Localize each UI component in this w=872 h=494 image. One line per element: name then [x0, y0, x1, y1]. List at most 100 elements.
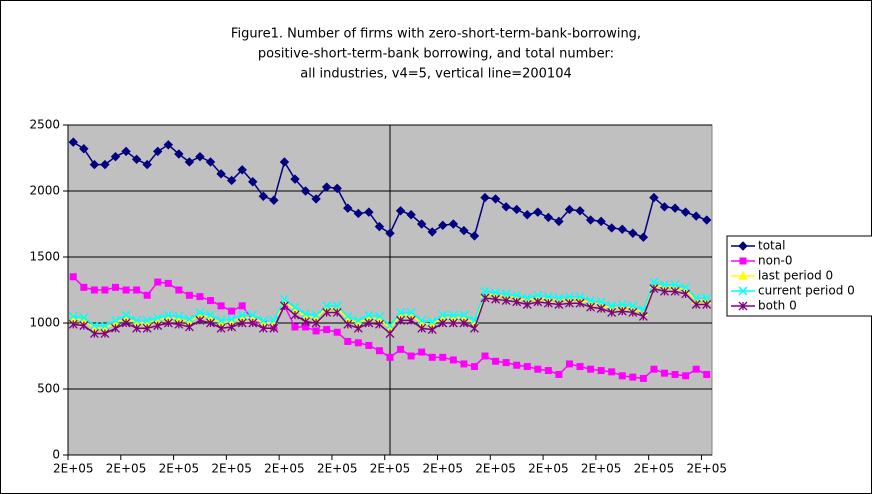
- marker: [512, 297, 522, 307]
- chart-title: Figure1. Number of firms with zero-short…: [231, 27, 641, 42]
- legend-label: total: [758, 239, 785, 253]
- marker: [207, 297, 215, 305]
- marker: [153, 146, 163, 157]
- marker: [364, 318, 374, 328]
- marker: [554, 216, 564, 227]
- marker: [649, 284, 659, 294]
- marker: [323, 326, 331, 334]
- marker: [290, 310, 300, 320]
- marker: [607, 307, 617, 317]
- x-tick-label: 2E+05: [106, 462, 147, 476]
- marker: [680, 207, 691, 217]
- marker: [121, 318, 131, 328]
- y-tick-label: 500: [37, 382, 60, 396]
- marker: [638, 305, 648, 315]
- marker: [89, 321, 99, 331]
- marker: [522, 300, 532, 309]
- marker: [618, 372, 626, 380]
- marker: [481, 352, 489, 360]
- marker: [195, 307, 205, 317]
- marker: [143, 291, 151, 299]
- marker: [238, 302, 246, 310]
- marker: [112, 283, 120, 291]
- y-tick-label: 1000: [29, 316, 60, 330]
- marker: [100, 159, 110, 170]
- x-tick-label: 2E+05: [581, 462, 622, 476]
- marker: [438, 310, 448, 320]
- marker: [670, 203, 680, 213]
- marker: [269, 195, 279, 205]
- marker: [738, 286, 748, 296]
- marker: [491, 294, 501, 304]
- marker: [343, 319, 353, 329]
- marker: [596, 297, 606, 307]
- marker: [406, 307, 416, 317]
- marker: [406, 210, 416, 220]
- y-tick-label: 0: [52, 448, 60, 462]
- marker: [543, 292, 553, 302]
- marker: [174, 311, 184, 321]
- marker: [533, 207, 543, 217]
- y-tick-label: 2500: [29, 118, 60, 132]
- marker: [353, 208, 364, 219]
- marker: [522, 293, 532, 303]
- marker: [291, 323, 299, 331]
- marker: [659, 202, 670, 212]
- marker: [344, 337, 352, 345]
- marker: [543, 212, 554, 223]
- marker: [258, 315, 268, 325]
- marker: [227, 322, 237, 332]
- marker: [237, 318, 247, 328]
- legend-label: current period 0: [758, 284, 855, 298]
- marker: [671, 370, 679, 378]
- marker: [480, 286, 490, 296]
- marker: [80, 283, 88, 291]
- marker: [534, 365, 542, 373]
- chart-title: positive-short-term-bank borrowing, and …: [258, 47, 614, 62]
- marker: [385, 228, 395, 238]
- marker: [279, 294, 289, 304]
- marker: [649, 277, 659, 287]
- marker: [332, 307, 342, 317]
- marker: [629, 373, 637, 381]
- marker: [703, 370, 711, 378]
- marker: [217, 302, 225, 310]
- marker: [364, 310, 374, 320]
- marker: [332, 183, 342, 194]
- marker: [79, 313, 89, 323]
- marker: [650, 365, 658, 373]
- marker: [692, 365, 700, 373]
- marker: [322, 307, 332, 317]
- marker: [163, 140, 174, 150]
- x-tick-label: 2E+05: [264, 462, 305, 476]
- marker: [639, 374, 647, 382]
- marker: [205, 310, 216, 320]
- marker: [575, 292, 585, 302]
- marker: [311, 310, 321, 320]
- marker: [90, 286, 98, 294]
- marker: [448, 318, 458, 328]
- marker: [438, 318, 448, 328]
- marker: [417, 323, 427, 333]
- chart-title: all industries, v4=5, vertical line=2001…: [300, 67, 572, 82]
- marker: [586, 296, 596, 306]
- marker: [321, 182, 332, 192]
- marker: [459, 225, 469, 236]
- marker: [133, 286, 141, 294]
- marker: [417, 315, 427, 325]
- marker: [533, 290, 543, 300]
- y-tick-label: 1500: [29, 250, 60, 264]
- marker: [606, 223, 617, 233]
- marker: [469, 315, 479, 325]
- marker: [386, 353, 394, 361]
- marker: [68, 319, 78, 329]
- marker: [333, 328, 341, 336]
- marker: [122, 286, 130, 294]
- marker: [738, 241, 748, 251]
- x-tick-label: 2E+05: [423, 462, 464, 476]
- marker: [206, 318, 215, 328]
- x-tick-label: 2E+05: [528, 462, 569, 476]
- marker: [111, 323, 120, 333]
- marker: [279, 301, 289, 311]
